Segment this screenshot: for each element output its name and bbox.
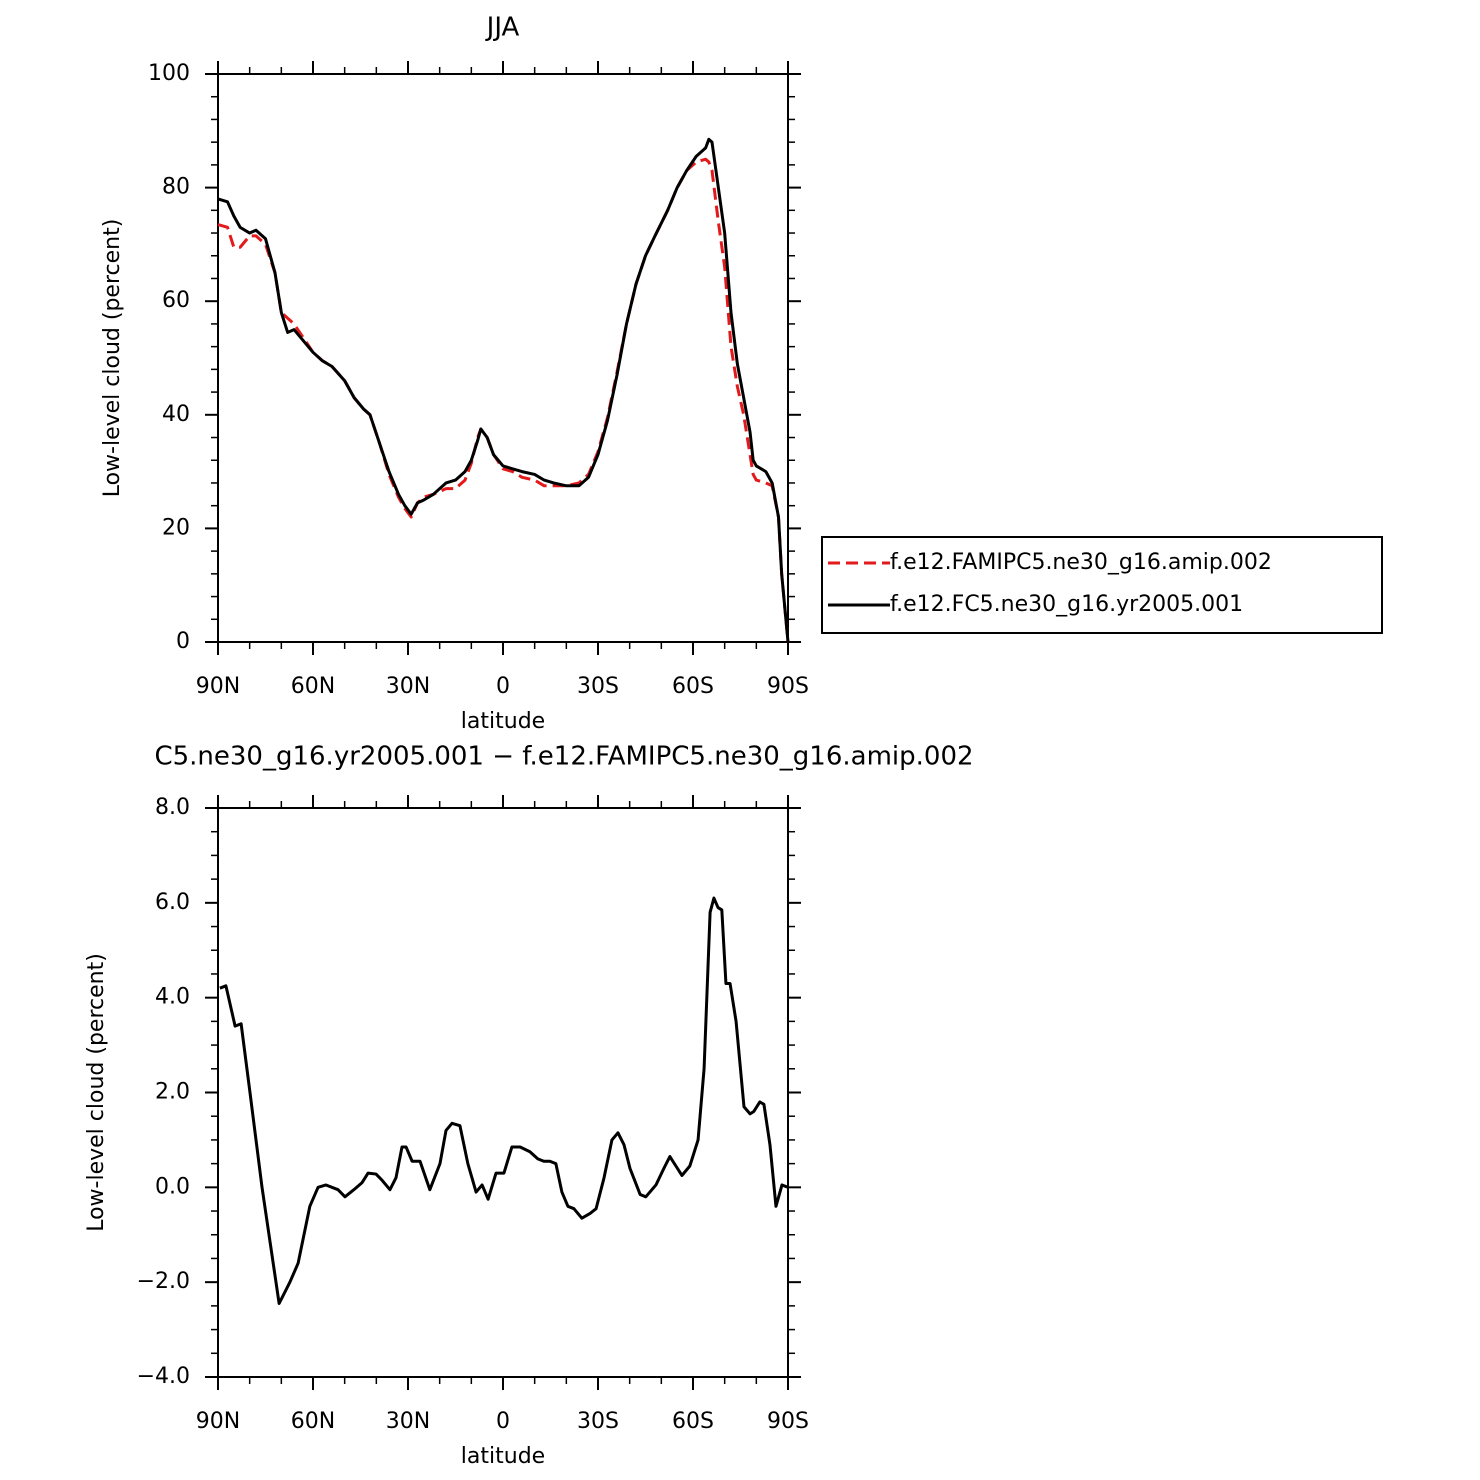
legend-label: f.e12.FC5.ne30_g16.yr2005.001	[890, 592, 1243, 617]
y-tick-label: −4.0	[137, 1364, 190, 1389]
legend-label: f.e12.FAMIPC5.ne30_g16.amip.002	[890, 550, 1272, 575]
y-axis-label: Low-level cloud (percent)	[100, 219, 125, 498]
data-line	[219, 896, 789, 1305]
x-tick-label: 0	[496, 1409, 510, 1434]
x-tick-label: 90S	[767, 1409, 809, 1434]
x-axis-label: latitude	[461, 709, 545, 734]
x-tick-label: 60N	[291, 1409, 335, 1434]
data-line	[217, 137, 790, 643]
y-tick-label: 0.0	[155, 1174, 190, 1199]
y-tick-label: 2.0	[155, 1080, 190, 1105]
y-tick-label: −2.0	[137, 1269, 190, 1294]
y-tick-label: 20	[162, 515, 190, 540]
x-tick-label: 30S	[577, 674, 619, 699]
x-tick-label: 30S	[577, 1409, 619, 1434]
y-tick-label: 0	[176, 629, 190, 654]
x-axis-label: latitude	[461, 1444, 545, 1469]
legend-box	[821, 536, 1383, 634]
y-tick-label: 6.0	[155, 890, 190, 915]
x-tick-label: 60S	[672, 1409, 714, 1434]
data-line	[217, 157, 790, 643]
x-tick-label: 90N	[196, 674, 240, 699]
y-axis-label: Low-level cloud (percent)	[84, 953, 109, 1232]
x-tick-label: 90S	[767, 674, 809, 699]
x-tick-label: 30N	[386, 1409, 430, 1434]
y-tick-label: 40	[162, 402, 190, 427]
x-tick-label: 30N	[386, 674, 430, 699]
y-tick-label: 100	[148, 61, 190, 86]
x-tick-label: 60S	[672, 674, 714, 699]
x-tick-label: 90N	[196, 1409, 240, 1434]
chart-title: JJA	[485, 13, 520, 43]
y-tick-label: 8.0	[155, 795, 190, 820]
y-tick-label: 60	[162, 288, 190, 313]
y-tick-label: 80	[162, 175, 190, 200]
x-tick-label: 0	[496, 674, 510, 699]
chart-title: C5.ne30_g16.yr2005.001 − f.e12.FAMIPC5.n…	[154, 742, 973, 772]
y-tick-label: 4.0	[155, 985, 190, 1010]
x-tick-label: 60N	[291, 674, 335, 699]
